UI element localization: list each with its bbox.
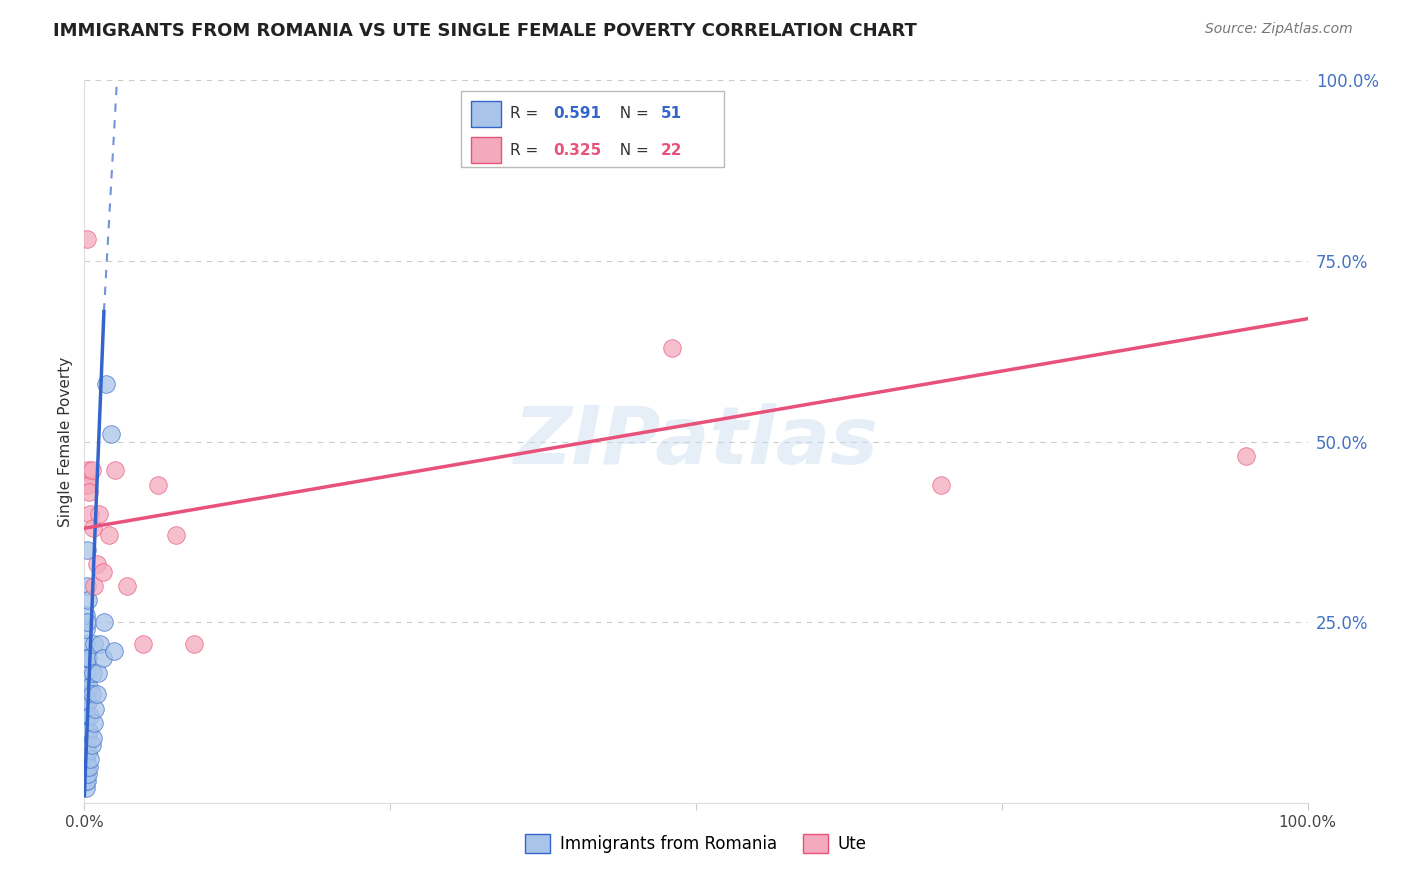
Point [75, 651, 97, 665]
Point [929, 478, 952, 492]
Point [77, 485, 100, 500]
Point [76, 651, 98, 665]
Point [77, 695, 100, 709]
Point [1236, 449, 1258, 463]
Text: 22: 22 [661, 143, 682, 158]
Point [80, 738, 103, 752]
Point [75, 781, 97, 796]
Point [77, 593, 100, 607]
Text: 0.591: 0.591 [553, 106, 600, 121]
Point [76, 542, 98, 557]
Point [183, 637, 205, 651]
Point [76, 774, 98, 789]
Point [75, 665, 97, 680]
Point [104, 463, 127, 477]
Point [146, 478, 169, 492]
FancyBboxPatch shape [471, 101, 502, 127]
Text: Source: ZipAtlas.com: Source: ZipAtlas.com [1205, 22, 1353, 37]
Point [75, 478, 97, 492]
Point [89, 637, 111, 651]
Point [132, 637, 155, 651]
Point [91, 651, 114, 665]
Point [75, 680, 97, 694]
Text: R =: R = [510, 106, 543, 121]
Point [77, 760, 100, 774]
Point [77, 680, 100, 694]
Y-axis label: Single Female Poverty: Single Female Poverty [58, 357, 73, 526]
Point [75, 695, 97, 709]
Point [80, 463, 103, 477]
Point [83, 579, 105, 593]
Point [87, 665, 110, 680]
Point [75, 738, 97, 752]
Point [76, 760, 98, 774]
Point [77, 723, 100, 738]
Point [87, 507, 110, 521]
Point [83, 716, 105, 731]
Point [76, 709, 98, 723]
Point [76, 687, 98, 701]
Point [86, 687, 108, 701]
Text: 51: 51 [661, 106, 682, 121]
Point [82, 521, 104, 535]
Point [75, 760, 97, 774]
Point [79, 752, 101, 766]
Point [77, 478, 100, 492]
Point [84, 702, 107, 716]
Point [75, 774, 97, 789]
Point [103, 644, 125, 658]
Legend: Immigrants from Romania, Ute: Immigrants from Romania, Ute [519, 827, 873, 860]
Text: 0.325: 0.325 [553, 143, 602, 158]
Point [75, 709, 97, 723]
Point [97, 528, 120, 542]
Text: N =: N = [610, 143, 654, 158]
Point [76, 615, 98, 630]
Point [75, 767, 97, 781]
Point [115, 579, 138, 593]
Point [75, 752, 97, 766]
Point [91, 565, 114, 579]
Point [79, 507, 101, 521]
Text: N =: N = [610, 106, 654, 121]
Point [75, 723, 97, 738]
Point [165, 528, 187, 542]
Point [661, 341, 683, 355]
Text: ZIPatlas: ZIPatlas [513, 402, 879, 481]
Point [77, 651, 100, 665]
Point [77, 723, 100, 738]
Text: R =: R = [510, 143, 543, 158]
Point [96, 376, 118, 391]
Point [82, 665, 104, 680]
Point [86, 558, 108, 572]
Point [77, 745, 100, 759]
Point [82, 731, 104, 745]
Text: IMMIGRANTS FROM ROMANIA VS UTE SINGLE FEMALE POVERTY CORRELATION CHART: IMMIGRANTS FROM ROMANIA VS UTE SINGLE FE… [53, 22, 917, 40]
Point [80, 687, 103, 701]
Point [75, 623, 97, 637]
Point [76, 232, 98, 246]
Point [83, 637, 105, 651]
Point [76, 738, 98, 752]
Point [75, 637, 97, 651]
Point [76, 579, 98, 593]
Point [93, 615, 115, 630]
Point [75, 607, 97, 622]
Point [75, 745, 97, 759]
FancyBboxPatch shape [471, 137, 502, 163]
Point [100, 427, 122, 442]
FancyBboxPatch shape [461, 91, 724, 167]
Point [77, 767, 100, 781]
Point [77, 463, 100, 477]
Point [79, 709, 101, 723]
